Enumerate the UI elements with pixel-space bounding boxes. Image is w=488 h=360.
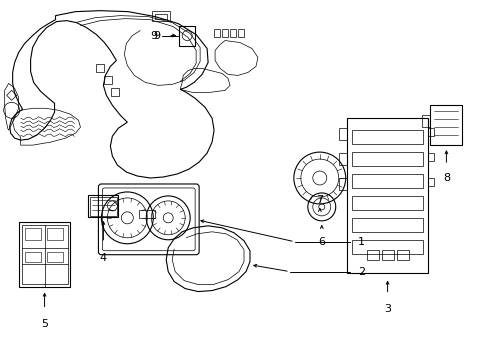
Bar	[429, 105, 462, 145]
Bar	[366, 250, 378, 260]
Text: 8: 8	[442, 173, 449, 183]
Bar	[238, 28, 244, 37]
Bar	[21, 225, 67, 284]
Bar	[338, 128, 346, 140]
Bar	[88, 195, 118, 217]
Bar	[381, 250, 393, 260]
Bar	[427, 153, 433, 161]
Bar	[179, 26, 195, 45]
Bar	[351, 218, 423, 232]
Bar	[338, 153, 346, 165]
Bar	[351, 130, 423, 144]
Bar	[229, 28, 236, 37]
Text: 7: 7	[316, 195, 323, 205]
Bar	[338, 178, 346, 190]
Text: 2: 2	[357, 267, 365, 276]
Bar	[427, 128, 433, 136]
Bar	[351, 152, 423, 166]
Text: 4: 4	[100, 253, 107, 263]
Text: 1: 1	[357, 237, 365, 247]
Bar	[427, 178, 433, 186]
Bar	[46, 228, 62, 240]
Bar	[104, 76, 112, 84]
Bar	[396, 250, 407, 260]
Bar	[139, 210, 155, 218]
Bar	[24, 252, 41, 262]
Bar	[351, 174, 423, 188]
Bar	[214, 28, 220, 37]
Bar	[346, 118, 427, 273]
Bar	[351, 196, 423, 210]
Bar	[351, 240, 423, 254]
Bar	[222, 28, 227, 37]
Bar	[422, 115, 429, 127]
Bar	[111, 88, 119, 96]
Bar	[46, 252, 62, 262]
Bar	[24, 228, 41, 240]
Bar	[90, 197, 117, 216]
Text: 6: 6	[318, 237, 325, 247]
Bar	[96, 64, 104, 72]
Bar	[19, 222, 70, 287]
Text: 9: 9	[150, 31, 158, 41]
Text: 3: 3	[383, 305, 390, 315]
Text: 9: 9	[153, 31, 161, 41]
Text: 5: 5	[41, 319, 48, 329]
